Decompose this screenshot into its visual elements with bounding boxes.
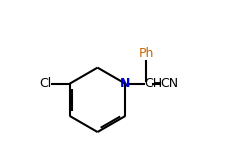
Text: Cl: Cl [39,77,51,90]
Text: Ph: Ph [138,47,153,60]
Text: N: N [120,77,130,90]
Text: CN: CN [159,77,177,90]
Text: CH: CH [143,77,161,90]
